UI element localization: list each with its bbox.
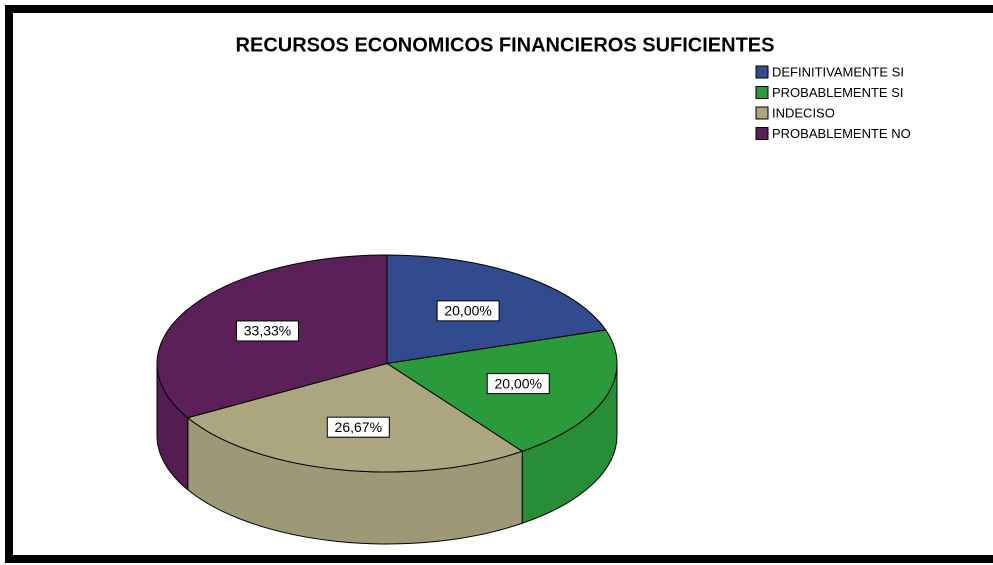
data-label-box xyxy=(326,416,390,438)
legend-swatch xyxy=(755,106,769,120)
data-label-box xyxy=(235,320,299,342)
data-label: 20,00% xyxy=(495,375,542,391)
legend-label: PROBABLEMENTE SI xyxy=(772,85,903,100)
pie: 20,00% 20,00% 26,67% 33,33% xyxy=(156,254,618,545)
legend-label: PROBABLEMENTE NO xyxy=(772,126,911,141)
data-label: 20,00% xyxy=(444,303,491,319)
data-label-box xyxy=(436,300,500,322)
legend-label: INDECISO xyxy=(772,105,835,120)
data-label: 26,67% xyxy=(335,419,382,435)
pie-side-shade xyxy=(157,363,188,490)
legend-label: DEFINITIVAMENTE SI xyxy=(772,64,904,79)
frame xyxy=(5,5,993,563)
chart-title: RECURSOS ECONOMICOS FINANCIEROS SUFICIEN… xyxy=(236,34,775,56)
legend-swatch xyxy=(755,65,769,79)
data-label-box xyxy=(486,373,550,395)
legend-swatch xyxy=(755,86,769,99)
pie-side-shade xyxy=(187,417,523,544)
legend: DEFINITIVAMENTE SI PROBABLEMENTE SI INDECI… xyxy=(755,64,911,141)
legend-swatch xyxy=(755,127,769,140)
data-label: 33,33% xyxy=(244,323,291,339)
pie-side-shade xyxy=(522,363,617,524)
